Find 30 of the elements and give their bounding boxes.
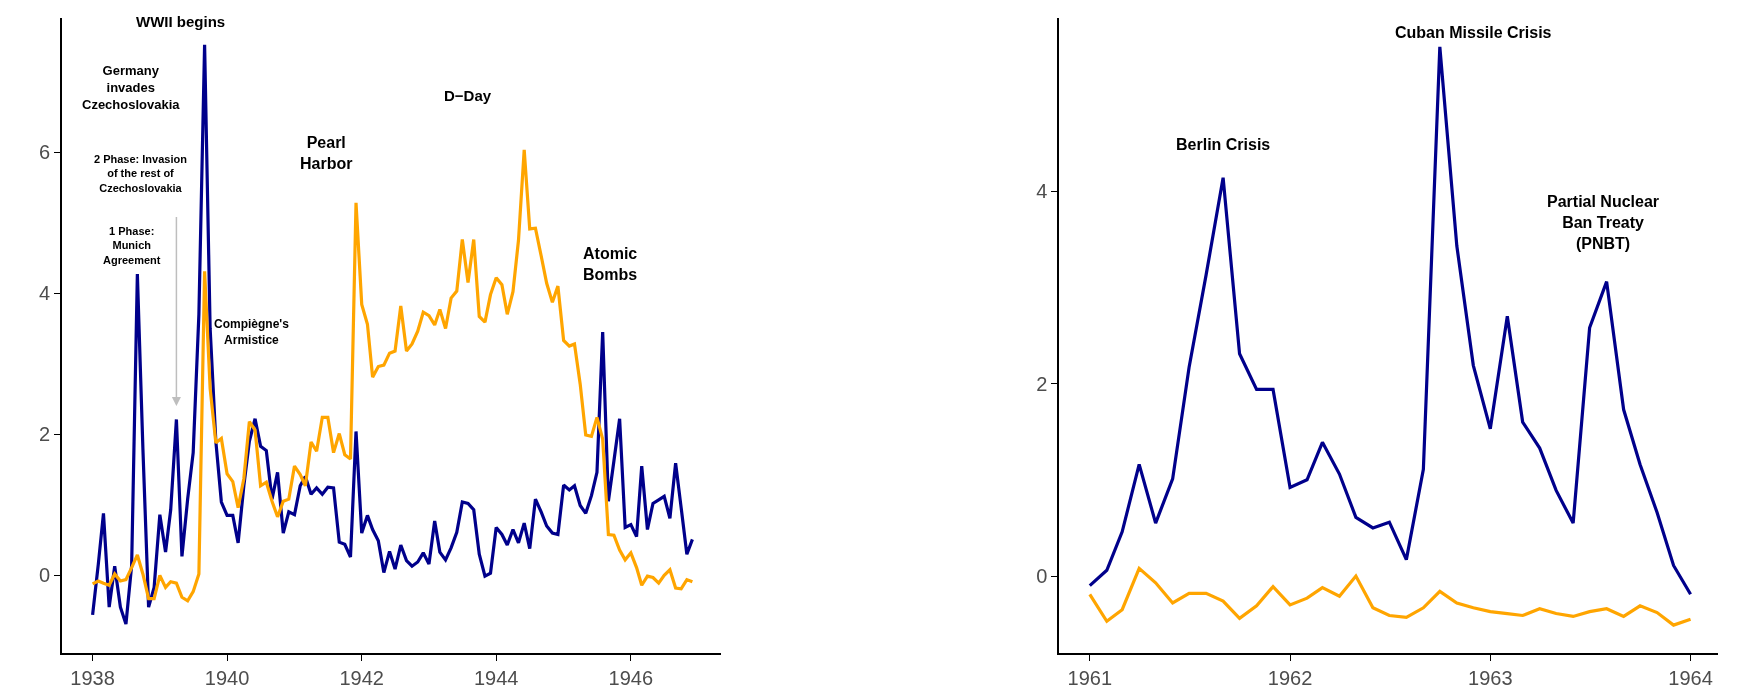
annotation: Berlin Crisis: [1176, 136, 1271, 153]
y-tick-label: 4: [1036, 180, 1048, 203]
annotation: 2 Phase: Invasion of the rest of Czechoslovakia: [94, 153, 188, 194]
y-tick-label: 2: [39, 423, 51, 446]
annotation: Cuban Missile Crisis: [1395, 24, 1552, 41]
annotation: 1 Phase: Munich Agreement: [103, 225, 161, 266]
annotation: Pearl Harbor: [300, 134, 353, 172]
line-series: [1088, 566, 1693, 627]
annotation: Compiègne's Armistice: [214, 317, 290, 347]
x-tick-label: 1962: [1267, 666, 1313, 689]
annotation: WWII begins: [136, 13, 226, 30]
y-tick-label: 0: [39, 564, 51, 587]
x-tick-label: 1938: [70, 666, 115, 689]
x-tick-label: 1964: [1668, 666, 1713, 689]
annotation: D−Day: [444, 87, 492, 104]
y-tick-label: 6: [39, 141, 51, 164]
x-tick-label: 1946: [608, 666, 654, 689]
x-tick-label: 1961: [1067, 666, 1113, 689]
y-tick-label: 2: [1036, 372, 1048, 395]
line-series: [91, 148, 694, 603]
y-tick-label: 4: [39, 282, 51, 305]
y-tick-label: 0: [1036, 565, 1048, 588]
x-tick-label: 1942: [339, 666, 384, 689]
annotation: Atomic Bombs: [583, 245, 638, 283]
x-tick-label: 1940: [204, 666, 250, 689]
line-series: [1088, 45, 1693, 596]
x-tick-label: 1944: [473, 666, 519, 689]
annotation: Partial Nuclear Ban Treaty (PNBT): [1547, 193, 1660, 252]
annotation: Germany invades Czechoslovakia: [82, 63, 181, 112]
x-tick-label: 1963: [1468, 666, 1513, 689]
